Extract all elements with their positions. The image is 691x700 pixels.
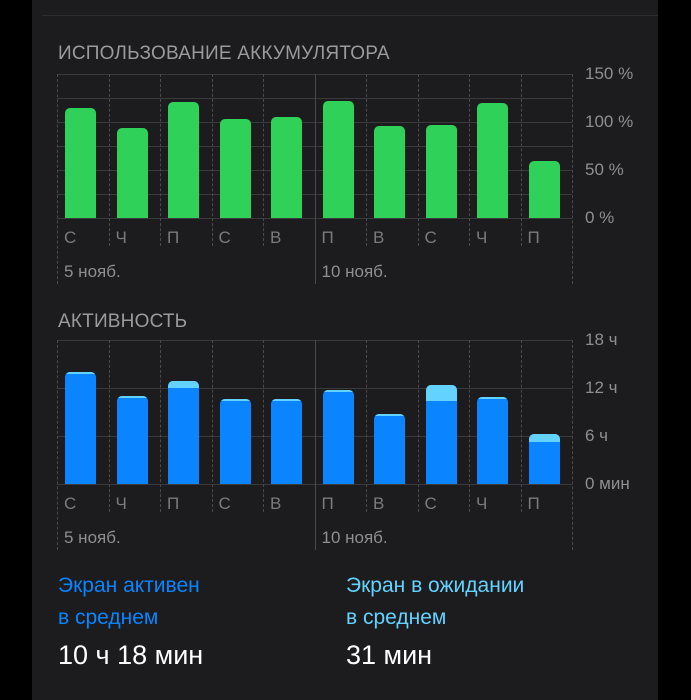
- bar-activity-0[interactable]: [65, 372, 96, 484]
- x-label-day: П: [321, 494, 334, 513]
- screen-idle-label-line1: Экран в ожидании: [346, 574, 525, 597]
- x-label-day: П: [167, 228, 180, 247]
- gridline-v: [108, 340, 110, 512]
- activity-title: АКТИВНОСТЬ: [58, 311, 188, 332]
- bar-battery-8[interactable]: [477, 103, 508, 218]
- x-label-date: 5 нояб.: [64, 528, 121, 547]
- x-label-day: С: [64, 228, 77, 247]
- x-label-day: С: [64, 494, 77, 513]
- battery-y-tick-100: 100 %: [585, 112, 634, 131]
- idle-segment: [168, 381, 199, 388]
- activity-y-tick-0: 0 мин: [585, 474, 630, 493]
- bar-battery-4[interactable]: [271, 117, 302, 218]
- bar-battery-6[interactable]: [374, 126, 405, 218]
- activity-y-tick-12h: 12 ч: [585, 378, 618, 397]
- x-label-day: П: [167, 494, 180, 513]
- x-label-date: 10 нояб.: [321, 528, 388, 547]
- x-label-day: С: [218, 228, 231, 247]
- gridline-v: [366, 74, 367, 246]
- x-label-day: С: [218, 494, 231, 513]
- idle-cap: [322, 390, 354, 392]
- battery-y-tick-150: 150 %: [585, 64, 634, 83]
- x-label-day: П: [527, 228, 540, 247]
- idle-cap: [116, 396, 148, 398]
- bar-activity-6[interactable]: [374, 414, 405, 484]
- gridline-v: [417, 340, 419, 512]
- gridline-v: [572, 340, 573, 550]
- x-label-day: В: [373, 494, 385, 513]
- bar-activity-3[interactable]: [219, 399, 251, 484]
- bar-battery-0[interactable]: [65, 108, 96, 218]
- idle-cap: [374, 414, 405, 416]
- gridline-v: [469, 340, 470, 512]
- gridline-v: [520, 340, 522, 512]
- gridline-v: [263, 74, 264, 246]
- bar-activity-2[interactable]: [168, 381, 199, 484]
- gridline-v: [366, 340, 367, 512]
- gridline-v: [160, 74, 161, 246]
- bar-activity-7[interactable]: [425, 385, 457, 484]
- x-label-day: В: [270, 494, 282, 513]
- battery-y-tick-50: 50 %: [585, 160, 624, 179]
- idle-cap: [219, 399, 251, 401]
- top-separator: [42, 15, 658, 16]
- x-label-day: Ч: [115, 494, 127, 513]
- gridline-v: [57, 74, 58, 284]
- gridline-v: [57, 340, 58, 550]
- battery-usage-chart[interactable]: С Ч П С В П В С Ч П 5 нояб. 10 нояб.: [57, 74, 573, 284]
- gridline-v: [263, 340, 264, 512]
- gridline-v: [160, 340, 161, 512]
- gridline-v: [211, 340, 213, 512]
- x-label-date: 5 нояб.: [64, 262, 121, 281]
- battery-usage-title: ИСПОЛЬЗОВАНИЕ АККУМУЛЯТОРА: [58, 43, 390, 64]
- gridline-v: [520, 74, 522, 246]
- x-label-day: Ч: [476, 494, 488, 513]
- gridline-v: [314, 74, 316, 284]
- x-label-day: С: [424, 494, 437, 513]
- x-label-day: В: [270, 228, 282, 247]
- screen-active-value: 10 ч 18 мин: [58, 640, 204, 670]
- gridline-v: [211, 74, 213, 246]
- screen-active-label-line2: в среднем: [58, 606, 159, 629]
- bar-battery-2[interactable]: [168, 102, 199, 218]
- bar-battery-7[interactable]: [425, 125, 457, 218]
- bar-activity-5[interactable]: [322, 390, 354, 484]
- screen-idle-label-line2: в среднем: [346, 606, 447, 629]
- gridline-v: [469, 74, 470, 246]
- gridline-v: [108, 74, 110, 246]
- x-label-day: П: [527, 494, 540, 513]
- screen-idle-label: Экран в ожидании в среднем: [346, 570, 524, 634]
- x-label-day: П: [321, 228, 334, 247]
- bar-battery-5[interactable]: [322, 101, 354, 218]
- bar-activity-4[interactable]: [271, 399, 302, 484]
- gridline-v: [417, 74, 419, 246]
- activity-y-tick-6h: 6 ч: [585, 426, 609, 445]
- idle-cap: [477, 397, 508, 399]
- x-label-day: С: [424, 228, 437, 247]
- gridline-v: [314, 340, 316, 550]
- x-label-day: Ч: [476, 228, 488, 247]
- x-label-day: В: [373, 228, 385, 247]
- x-label-date: 10 нояб.: [321, 262, 388, 281]
- bar-activity-9[interactable]: [528, 434, 560, 484]
- screen-idle-value: 31 мин: [346, 640, 433, 670]
- gridline-v: [572, 74, 573, 284]
- screen-active-label: Экран активен в среднем: [58, 570, 200, 634]
- bar-battery-1[interactable]: [116, 128, 148, 218]
- activity-chart[interactable]: С Ч П С В П В С Ч П 5 нояб. 10 нояб.: [57, 340, 573, 550]
- bar-battery-9[interactable]: [528, 161, 560, 218]
- idle-cap: [271, 399, 302, 401]
- bar-battery-3[interactable]: [219, 119, 251, 218]
- activity-y-tick-18h: 18 ч: [585, 330, 618, 349]
- idle-cap: [65, 372, 96, 374]
- bar-activity-8[interactable]: [477, 397, 508, 484]
- idle-segment: [425, 385, 457, 401]
- battery-y-tick-0: 0 %: [585, 208, 615, 227]
- screen-active-label-line1: Экран активен: [58, 574, 200, 597]
- idle-segment: [528, 434, 560, 442]
- bar-activity-1[interactable]: [116, 396, 148, 484]
- x-label-day: Ч: [115, 228, 127, 247]
